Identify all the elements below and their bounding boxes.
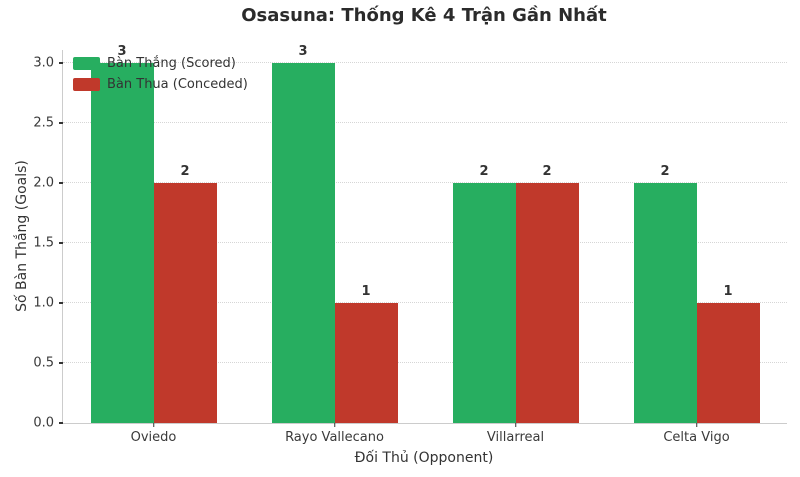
bar-value-label: 2 (479, 164, 489, 179)
y-tick-label: 1.0 (33, 295, 54, 311)
y-tick-mark (59, 62, 63, 64)
x-tick-label: Villarreal (486, 430, 545, 445)
bar-conceded (334, 303, 398, 423)
x-tick-label: Oviedo (130, 430, 177, 445)
bar-scored (271, 63, 335, 423)
y-tick-mark (59, 362, 63, 364)
legend-label-scored: Bàn Thắng (Scored) (107, 56, 236, 71)
y-tick-mark (59, 122, 63, 124)
legend-swatch-scored (73, 57, 100, 70)
bar-value-label: 2 (180, 164, 190, 179)
x-tick-mark (152, 423, 155, 427)
gridline (63, 242, 787, 243)
bar-conceded (153, 183, 217, 423)
y-tick-label: 0.5 (33, 355, 54, 371)
legend-swatch-conceded (73, 78, 100, 91)
x-tick-label: Rayo Vallecano (285, 430, 384, 445)
bar-value-label: 3 (117, 44, 127, 59)
bar-scored (90, 63, 154, 423)
bar-value-label: 2 (660, 164, 670, 179)
legend-label-conceded: Bàn Thua (Conceded) (107, 77, 248, 92)
y-tick-mark (59, 422, 63, 424)
x-tick-mark (695, 423, 698, 427)
y-tick-label: 2.5 (33, 115, 54, 131)
bar-scored (452, 183, 516, 423)
y-axis-label: Số Bàn Thắng (Goals) (14, 160, 30, 312)
gridline (63, 62, 787, 63)
bar-value-label: 1 (361, 284, 371, 299)
y-tick-mark (59, 182, 63, 184)
x-tick-mark (333, 423, 336, 427)
y-tick-label: 1.5 (33, 235, 54, 251)
bar-scored (633, 183, 697, 423)
y-tick-label: 3.0 (33, 55, 54, 71)
y-tick-mark (59, 242, 63, 244)
y-tick-label: 2.0 (33, 175, 54, 191)
y-tick-mark (59, 302, 63, 304)
plot-area: Bàn Thắng (Scored) Bàn Thua (Conceded) 0… (33, 44, 787, 445)
gridline (63, 182, 787, 183)
y-tick-label: 0.0 (33, 415, 54, 431)
legend: Bàn Thắng (Scored) Bàn Thua (Conceded) (73, 56, 248, 92)
x-tick-mark (514, 423, 517, 427)
chart-title: Osasuna: Thống Kê 4 Trận Gần Nhất (241, 5, 607, 26)
bar-value-label: 1 (723, 284, 733, 299)
bar-conceded (515, 183, 579, 423)
legend-item-scored: Bàn Thắng (Scored) (73, 56, 248, 71)
bar-value-label: 2 (542, 164, 552, 179)
legend-item-conceded: Bàn Thua (Conceded) (73, 77, 248, 92)
gridline (63, 362, 787, 363)
bar-conceded (696, 303, 760, 423)
gridline (63, 122, 787, 123)
gridline (63, 302, 787, 303)
bar-value-label: 3 (298, 44, 308, 59)
x-tick-label: Celta Vigo (663, 430, 730, 445)
x-axis-label: Đối Thủ (Opponent) (354, 450, 494, 466)
